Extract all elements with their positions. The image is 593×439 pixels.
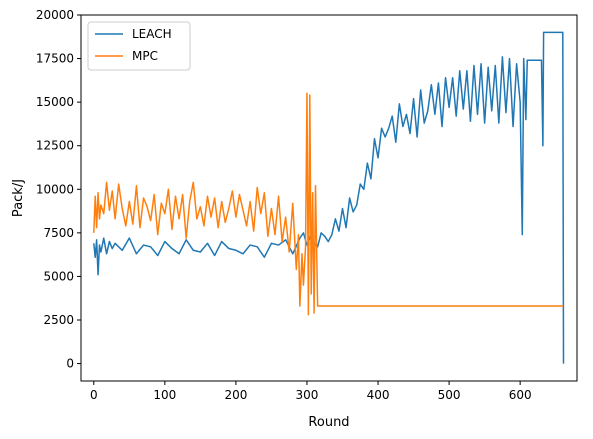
x-tick-label: 300 xyxy=(296,388,319,402)
x-axis: 0 100 200 300 400 500 600 xyxy=(90,381,532,402)
y-tick-label: 15000 xyxy=(36,95,74,109)
y-axis: 0 2500 5000 7500 10000 12500 15000 17500 20000 xyxy=(36,8,81,371)
y-tick-label: 17500 xyxy=(36,52,74,66)
y-tick-label: 5000 xyxy=(43,269,74,283)
x-tick-label: 100 xyxy=(153,388,176,402)
x-tick-label: 500 xyxy=(438,388,461,402)
x-tick-label: 200 xyxy=(224,388,247,402)
x-tick-label: 400 xyxy=(367,388,390,402)
x-tick-label: 600 xyxy=(509,388,532,402)
y-tick-label: 20000 xyxy=(36,8,74,22)
y-axis-label: Pack/J xyxy=(11,179,26,217)
series-line-mpc xyxy=(94,93,564,314)
legend-label-mpc: MPC xyxy=(132,49,158,63)
y-tick-label: 12500 xyxy=(36,139,74,153)
series-line-leach xyxy=(94,32,564,363)
y-tick-label: 10000 xyxy=(36,182,74,196)
legend: LEACH MPC xyxy=(88,22,190,70)
y-tick-label: 7500 xyxy=(43,226,74,240)
x-axis-label: Round xyxy=(308,415,349,430)
series-lines xyxy=(94,32,564,363)
x-tick-label: 0 xyxy=(90,388,98,402)
y-tick-label: 0 xyxy=(66,357,74,371)
legend-label-leach: LEACH xyxy=(132,27,172,41)
y-tick-label: 2500 xyxy=(43,313,74,327)
